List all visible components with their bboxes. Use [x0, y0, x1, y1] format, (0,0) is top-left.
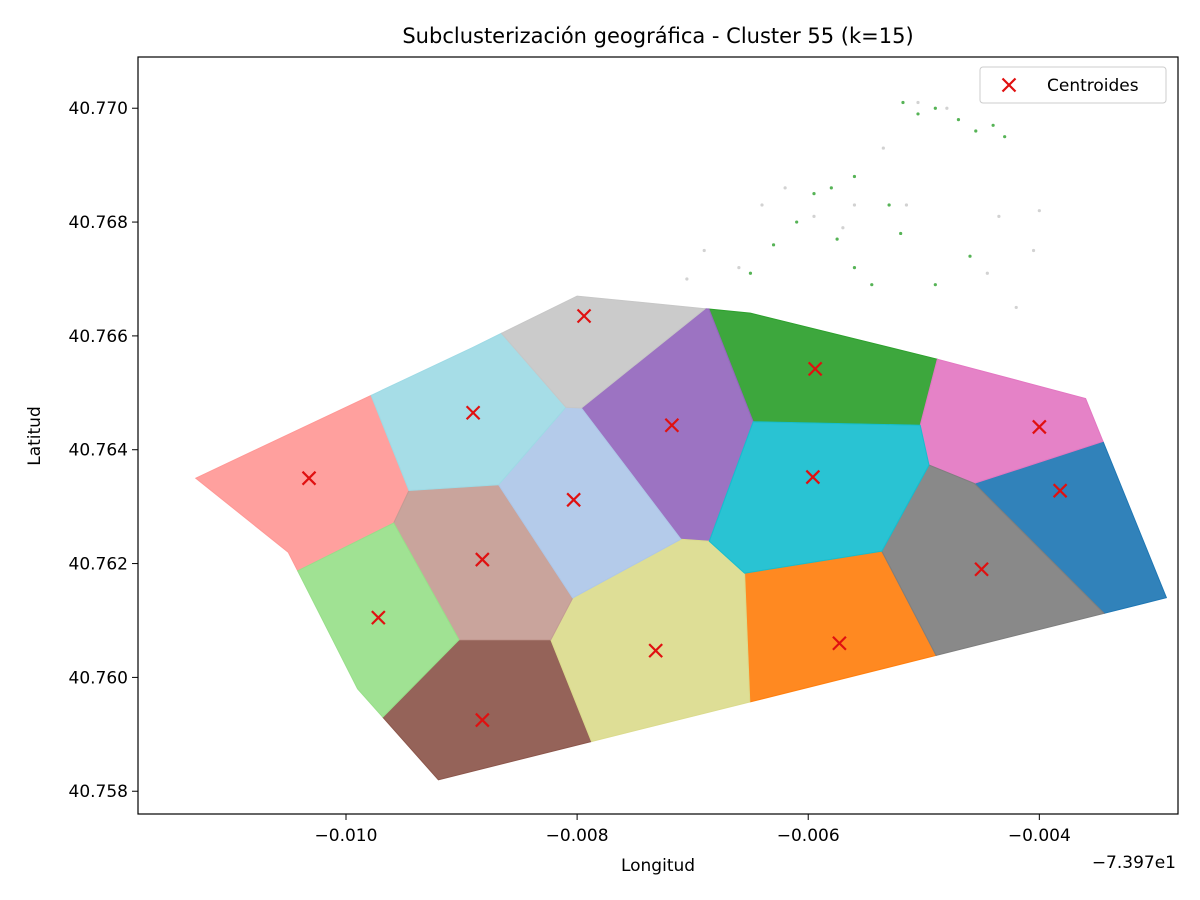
cluster-region-9 [708, 421, 930, 574]
scatter-point [945, 106, 949, 110]
x-tick-label: −0.010 [315, 826, 378, 846]
centroid-marker-9 [805, 469, 821, 485]
y-tick-label: 40.762 [69, 555, 128, 575]
x-axis-title: Longitud [621, 856, 695, 876]
legend: Centroides [979, 66, 1167, 104]
scatter-point [904, 203, 909, 207]
scatter-point [737, 265, 741, 270]
scatter-point [829, 186, 833, 190]
y-axis-title: Latitud [25, 406, 45, 466]
scatter-point [1037, 209, 1041, 213]
centroid-marker-2 [807, 361, 823, 377]
scatter-point [1031, 248, 1036, 253]
scatter-point [852, 203, 857, 207]
centroid-marker-5 [475, 712, 490, 728]
y-tick-label: 40.766 [69, 327, 128, 347]
x-tick-label: −0.006 [777, 826, 840, 846]
legend-box [979, 66, 1167, 104]
cluster-regions [194, 295, 1168, 781]
cluster-region-14 [500, 295, 707, 409]
scatter-point [933, 283, 937, 287]
scatter-point [881, 146, 885, 150]
centroid-marker-6 [1032, 419, 1047, 435]
scatter-point [812, 192, 816, 196]
y-tick-label: 40.770 [69, 99, 128, 119]
y-tick-label: 40.768 [69, 213, 128, 233]
scatter-point [835, 237, 839, 241]
centroid-marker-11 [566, 492, 581, 508]
x-tick-label: −0.004 [1008, 826, 1071, 846]
scatter-point [1003, 135, 1007, 139]
centroid-marker-4 [664, 417, 680, 433]
scatter-point [702, 248, 706, 253]
scatter-point [870, 283, 874, 287]
centroid-marker-14 [576, 308, 592, 324]
y-tick-label: 40.760 [69, 668, 128, 688]
scatter-point [968, 254, 972, 258]
centroid-markers [301, 308, 1068, 728]
centroid-marker-13 [465, 405, 481, 421]
centroid-marker-1 [832, 635, 847, 651]
scatter-point [916, 100, 920, 105]
scatter-point [771, 243, 776, 247]
centroid-marker-3 [301, 470, 317, 486]
chart-title: Subclusterización geográfica - Cluster 5… [402, 24, 913, 48]
outlier-points [685, 100, 1041, 310]
scatter-point [841, 226, 845, 230]
scatter-point [916, 112, 920, 116]
scatter-point [899, 231, 903, 236]
legend-x-marker [1001, 77, 1017, 93]
scatter-point [748, 271, 753, 275]
scatter-point [985, 271, 989, 275]
centroid-marker-0 [1052, 483, 1068, 498]
scatter-point [852, 174, 857, 179]
scatter-point [812, 214, 816, 218]
legend-label: Centroides [1047, 76, 1139, 96]
centroid-marker-7 [974, 561, 989, 577]
scatter-point [760, 203, 764, 207]
cluster-region-7 [881, 464, 1106, 656]
scatter-point [956, 118, 961, 122]
x-tick-label: −0.008 [546, 826, 609, 846]
scatter-point [783, 186, 787, 190]
scatter-point [933, 106, 937, 110]
centroid-marker-8 [648, 643, 663, 658]
scatter-point [1014, 305, 1018, 310]
plot-area [194, 100, 1168, 781]
scatter-point [974, 129, 978, 133]
centroid-marker-10 [475, 552, 490, 567]
scatter-point [991, 123, 995, 127]
x-offset-label: −7.397e1 [1092, 853, 1176, 873]
y-tick-label: 40.758 [69, 782, 128, 802]
x-axis: −0.010 −0.008 −0.006 −0.004 [315, 814, 1071, 846]
scatter-point [795, 220, 799, 224]
centroid-marker-12 [371, 610, 386, 625]
scatter-point [901, 100, 905, 105]
scatter-point [685, 277, 689, 281]
legend-marker [1001, 77, 1017, 93]
y-axis: 40.758 40.760 40.762 40.764 40.766 40.768 40.7… [69, 99, 138, 802]
cluster-region-12 [297, 522, 460, 718]
y-tick-label: 40.764 [69, 441, 128, 461]
scatter-point [997, 214, 1001, 218]
plot-frame [137, 56, 1179, 815]
scatter-point [887, 203, 891, 207]
scatter-point [852, 265, 857, 270]
